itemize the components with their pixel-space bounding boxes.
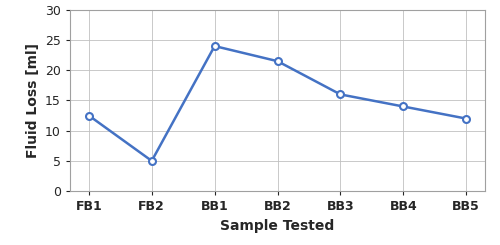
X-axis label: Sample Tested: Sample Tested xyxy=(220,219,334,233)
Y-axis label: Fluid Loss [ml]: Fluid Loss [ml] xyxy=(26,43,40,158)
